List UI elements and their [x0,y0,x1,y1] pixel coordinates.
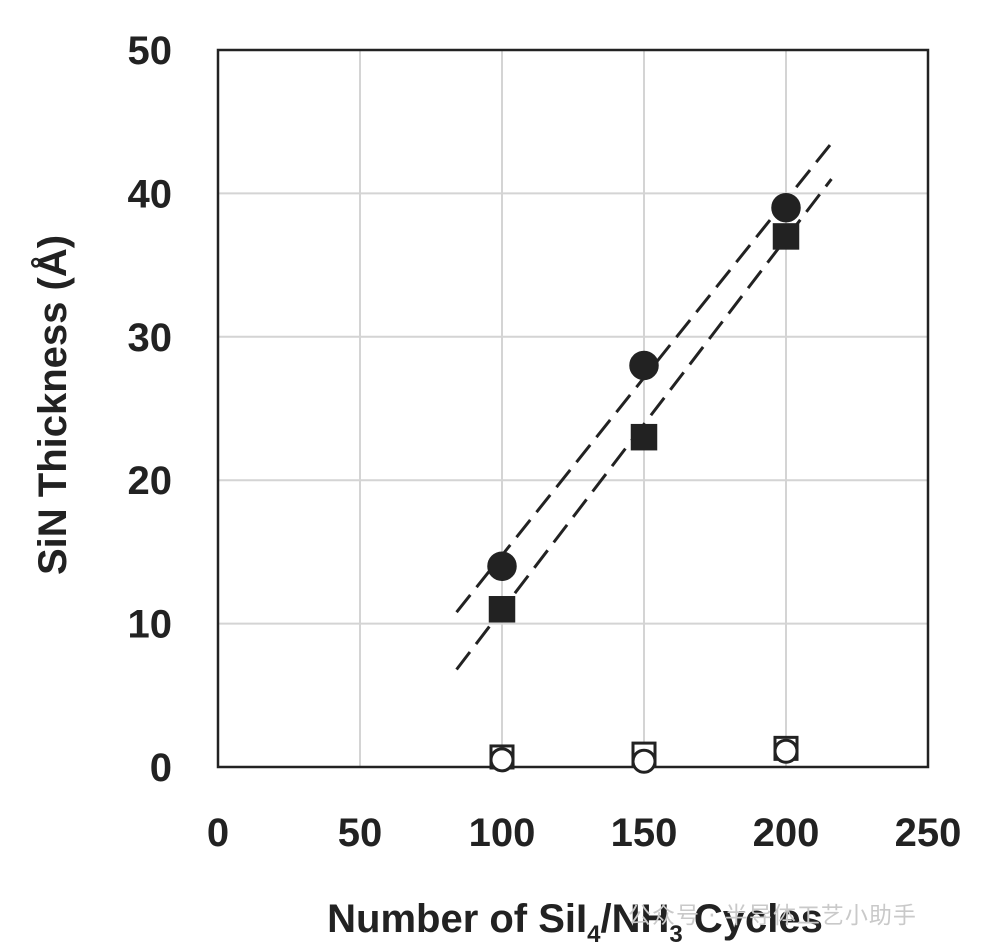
x-tick-label: 0 [207,811,229,855]
data-point-circle-filled [629,350,659,381]
x-tick-label: 50 [338,811,383,855]
x-tick-label: 100 [469,811,536,855]
x-axis-title-tail: Cycles [683,897,823,941]
y-tick-label: 10 [128,603,173,647]
x-tick-label: 250 [895,811,962,855]
y-tick-label: 0 [150,746,172,790]
y-axis-title: SiN Thickness (Å) [30,235,75,575]
data-points [487,192,801,774]
x-axis-title-sub1: 4 [587,921,601,948]
x-tick-labels: 0 50 100 150 200 250 [207,811,962,855]
y-tick-label: 40 [128,172,173,216]
plot-frame [216,48,930,769]
x-axis-title-sub2: 3 [669,921,682,948]
data-point-circle-open [773,738,799,764]
y-tick-label: 50 [128,29,173,73]
watermark: 公众号 · 半导体工艺小助手 [628,903,917,929]
x-axis-title-mid: /NH [601,897,670,941]
data-point-square-filled [488,596,516,623]
x-tick-label: 150 [611,811,678,855]
x-axis-title-main: Number of SiI [327,897,587,941]
x-tick-label: 200 [753,811,820,855]
data-point-circle-open [489,747,515,773]
data-point-square-filled [772,223,800,250]
data-point-circle-filled [487,551,517,581]
y-tick-label: 30 [128,316,173,360]
y-tick-label: 20 [128,459,173,503]
x-axis-title: Number of SiI4/NH3 Cycles [327,897,823,948]
data-point-square-filled [630,423,658,451]
y-tick-labels: 0 10 20 30 40 50 [128,29,173,790]
data-point-circle-filled [771,192,801,223]
data-point-circle-open [631,748,657,774]
